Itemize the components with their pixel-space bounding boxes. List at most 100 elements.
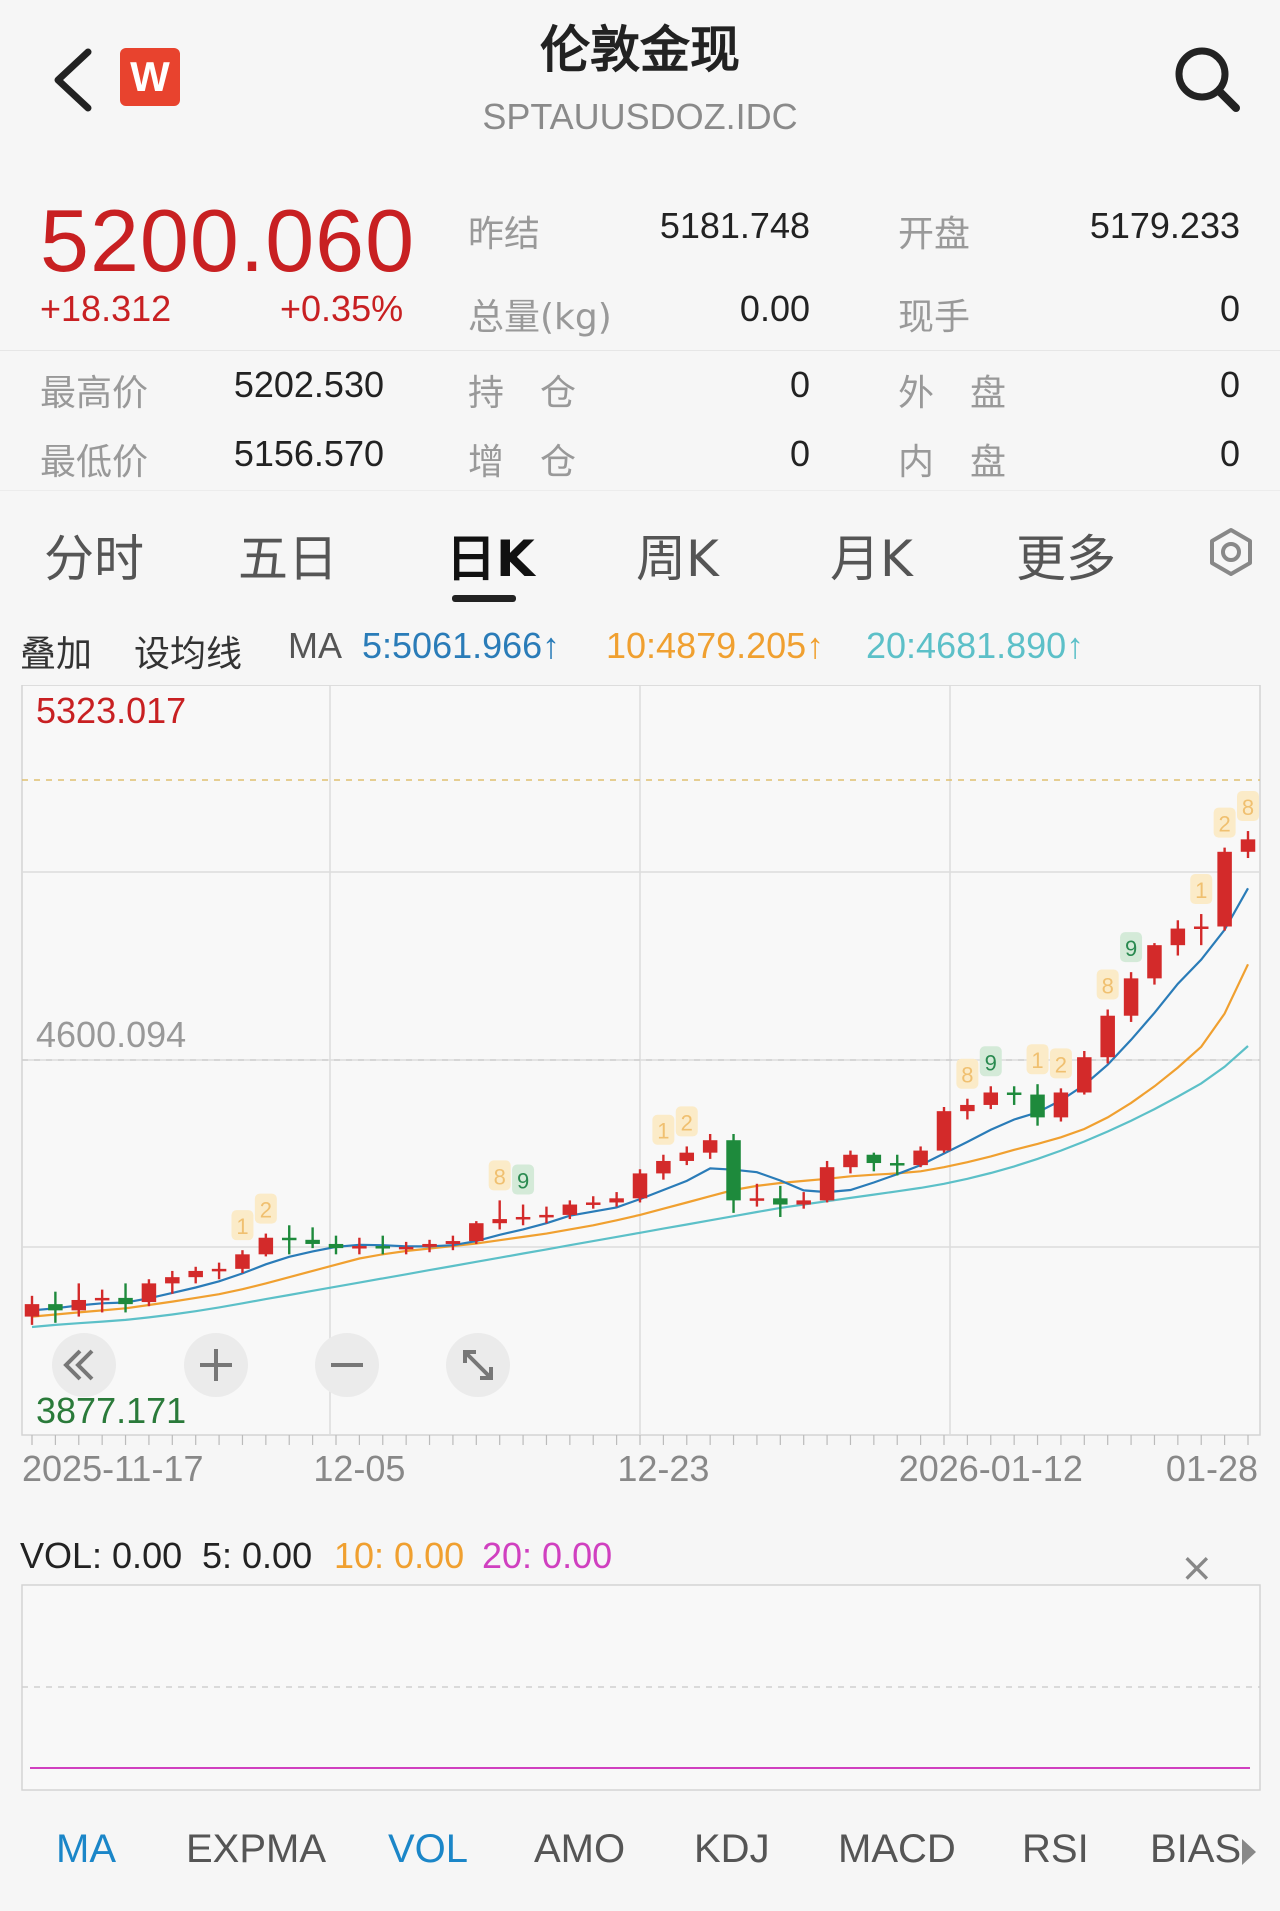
candle-body <box>1193 926 1209 929</box>
candle-body <box>773 1198 788 1205</box>
period-tabs: 分时 五日 日K 周K 月K 更多 <box>0 490 1280 605</box>
active-tab-indicator <box>452 595 516 602</box>
zoom-out-button[interactable] <box>315 1333 379 1397</box>
candle-body <box>819 1167 835 1201</box>
indicator-tab-kdj[interactable]: KDJ <box>694 1827 770 1871</box>
sequence-marker-label: 1 <box>1031 1048 1043 1073</box>
add-position-value: 0 <box>789 433 810 474</box>
candle <box>773 1185 788 1217</box>
sequence-marker-label: 2 <box>1218 812 1230 837</box>
low-label: 最低价 <box>40 442 149 483</box>
candle-body <box>375 1246 391 1249</box>
sequence-marker-label: 8 <box>494 1164 506 1189</box>
scroll-right-icon[interactable] <box>1240 1837 1258 1867</box>
set-ma-button[interactable]: 设均线 <box>134 634 243 675</box>
indicator-tab-expma[interactable]: EXPMA <box>186 1827 327 1871</box>
overlay-button[interactable]: 叠加 <box>20 634 93 675</box>
candle-body <box>165 1277 180 1284</box>
close-volume-icon[interactable]: × <box>1180 1545 1214 1591</box>
sequence-marker-badge <box>675 1106 698 1137</box>
candle-body <box>1077 1057 1092 1093</box>
ma10-line <box>31 963 1249 1318</box>
header-bar: W 伦敦金现 SPTAUUSDOZ.IDC <box>0 0 1280 150</box>
expand-icon <box>463 1350 493 1380</box>
candle <box>796 1192 811 1209</box>
tab-weekly-k[interactable]: 周K <box>636 530 719 588</box>
candle-body <box>48 1304 63 1311</box>
back-arrow-icon[interactable] <box>40 40 110 120</box>
candle <box>352 1237 367 1255</box>
candle-body <box>141 1283 157 1303</box>
outer-disk-label: 外 盘 <box>898 373 1007 414</box>
candle <box>1053 1088 1069 1122</box>
sequence-marker-badge <box>1120 932 1143 963</box>
candle <box>1100 1009 1115 1064</box>
candle <box>24 1295 40 1325</box>
tab-more[interactable]: 更多 <box>1016 530 1116 588</box>
candle-body <box>258 1237 274 1255</box>
expand-icon-head-b <box>480 1367 493 1380</box>
tab-daily-k[interactable]: 日K <box>446 530 535 588</box>
candle-body <box>632 1173 648 1199</box>
x-tick-label: 12-05 <box>313 1448 405 1489</box>
candle <box>866 1152 882 1172</box>
indicator-tab-ma[interactable]: MA <box>56 1827 116 1871</box>
ma20-value: 20:4681.890↑ <box>866 625 1085 666</box>
sequence-marker: 9 <box>1120 932 1143 963</box>
x-tick-label: 2026-01-12 <box>899 1448 1083 1489</box>
candle <box>141 1279 157 1307</box>
candle-body <box>94 1297 110 1301</box>
x-tick-label: 01-28 <box>1166 1448 1258 1489</box>
candle-body <box>1170 928 1186 946</box>
sequence-marker-badge <box>652 1114 675 1145</box>
candle <box>702 1133 718 1159</box>
sequence-marker-badge <box>1213 807 1236 838</box>
candle-body <box>843 1154 858 1168</box>
indicator-tab-macd[interactable]: MACD <box>838 1827 956 1871</box>
inner-disk-label: 内 盘 <box>898 442 1007 483</box>
sequence-marker-label: 2 <box>681 1110 693 1135</box>
sequence-marker: 8 <box>1237 791 1259 822</box>
tab-five-day[interactable]: 五日 <box>238 530 338 588</box>
vol-ma10: 10: 0.00 <box>334 1535 465 1576</box>
candle <box>515 1204 531 1226</box>
candle-body <box>118 1297 133 1305</box>
candle <box>913 1146 928 1168</box>
sequence-marker-badge <box>231 1210 254 1241</box>
search-icon[interactable] <box>1168 40 1248 120</box>
rewind-button[interactable] <box>52 1333 116 1397</box>
add-position-label: 增 仓 <box>468 442 577 483</box>
candle-body <box>679 1152 695 1161</box>
candle-body <box>492 1219 507 1224</box>
indicator-tab-vol[interactable]: VOL <box>388 1827 469 1871</box>
tab-intraday[interactable]: 分时 <box>44 530 144 588</box>
candle <box>211 1262 227 1280</box>
indicator-tab-amo[interactable]: AMO <box>534 1827 626 1871</box>
indicator-tab-rsi[interactable]: RSI <box>1022 1827 1089 1871</box>
sequence-marker-label: 2 <box>260 1198 272 1223</box>
indicator-tab-bias[interactable]: BIAS <box>1150 1827 1242 1871</box>
volume-panel: VOL: 0.00 5: 0.00 10: 0.00 20: 0.00 × <box>0 1505 1280 1795</box>
candle-body <box>609 1198 624 1203</box>
sequence-marker-label: 9 <box>517 1169 529 1194</box>
candle <box>819 1160 835 1203</box>
candle-body <box>445 1241 461 1244</box>
candle-body <box>656 1160 671 1174</box>
tab-monthly-k[interactable]: 月K <box>830 530 913 588</box>
settings-hexagon-icon[interactable] <box>1206 527 1256 577</box>
candle-body <box>71 1299 87 1311</box>
zoom-in-button[interactable] <box>184 1333 248 1397</box>
candle <box>71 1283 87 1317</box>
fullscreen-button[interactable] <box>446 1333 510 1397</box>
candle <box>539 1206 554 1224</box>
expand-icon-head-a <box>463 1350 476 1363</box>
app-logo[interactable]: W <box>120 48 180 106</box>
candle <box>165 1270 180 1294</box>
candle-body <box>515 1216 531 1220</box>
candle <box>960 1098 975 1120</box>
candle <box>258 1233 274 1257</box>
double-chevron-left-icon-second <box>63 1349 82 1381</box>
volume-chart <box>21 1584 1261 1791</box>
